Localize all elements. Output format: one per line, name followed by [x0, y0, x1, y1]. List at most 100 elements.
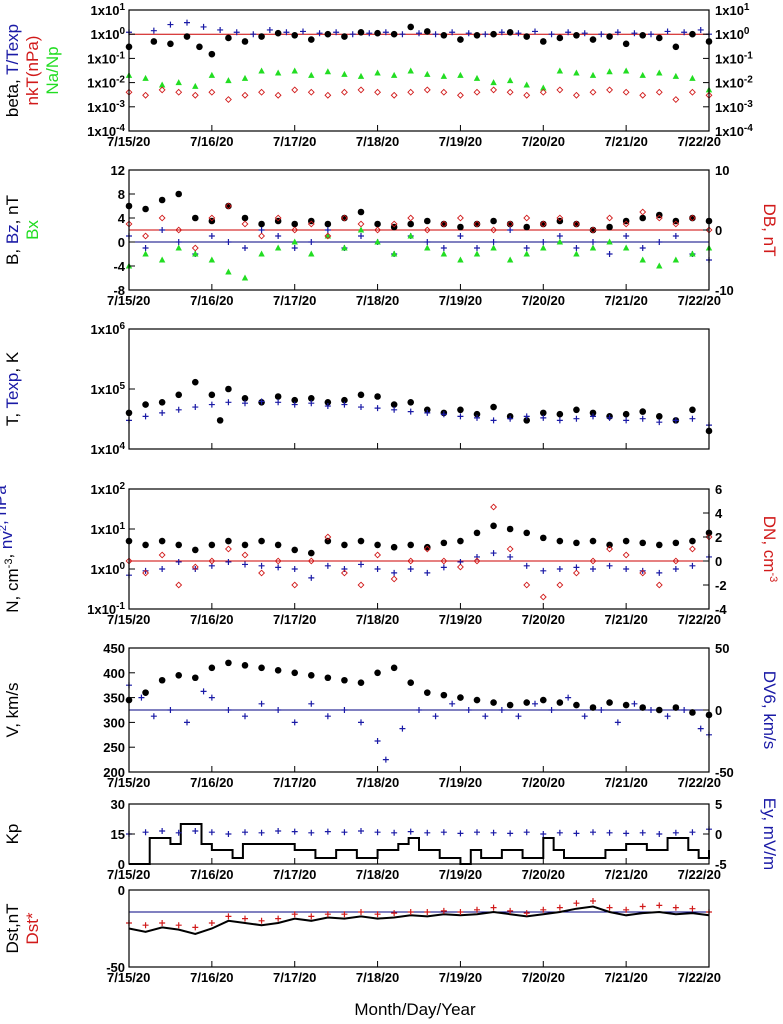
- data-point: [548, 707, 555, 713]
- data-point: [407, 214, 415, 222]
- data-point: [590, 898, 596, 904]
- series-p1-0: [125, 23, 713, 58]
- y-right-tick-label: 0: [715, 223, 722, 238]
- data-point: [340, 88, 348, 96]
- data-point: [515, 30, 522, 37]
- data-point: [465, 30, 472, 37]
- data-point: [374, 541, 381, 549]
- y-right-axis-label: Ey, mV/m: [760, 798, 779, 870]
- data-point: [241, 541, 249, 549]
- data-point: [191, 546, 199, 554]
- data-point: [266, 26, 273, 33]
- data-point: [308, 913, 315, 920]
- x-tick-label: 7/18/20: [356, 612, 399, 627]
- y-right-tick-label: -5: [715, 857, 727, 872]
- panel-p5: 200 250 300 350 400 450 -50 0 50 7/15/20 7/16/20 7/…: [3, 641, 779, 790]
- data-point: [242, 400, 248, 407]
- data-point: [208, 557, 216, 565]
- data-point: [307, 671, 315, 679]
- data-point: [357, 679, 365, 687]
- data-point: [490, 522, 497, 530]
- data-point: [623, 566, 630, 572]
- data-point: [490, 699, 497, 706]
- data-point: [556, 904, 563, 911]
- data-point: [606, 904, 613, 911]
- data-point: [242, 829, 248, 836]
- data-point: [142, 245, 149, 251]
- x-tick-label: 7/15/20: [107, 867, 150, 882]
- y-axis-label: T, Texp, K: [3, 351, 22, 426]
- data-point: [440, 829, 447, 836]
- x-tick-label: 7/22/20: [678, 134, 721, 149]
- x-tick-label: 7/21/20: [604, 134, 647, 149]
- data-point: [324, 227, 331, 233]
- data-point: [656, 902, 663, 909]
- y-tick-label: 300: [103, 715, 125, 730]
- data-point: [374, 29, 381, 37]
- data-point: [324, 562, 331, 569]
- data-point: [390, 30, 398, 38]
- data-point: [242, 561, 248, 568]
- data-point: [390, 71, 398, 78]
- data-point: [589, 537, 597, 545]
- y-tick-label: 1x10-2: [87, 75, 125, 91]
- data-point: [540, 84, 547, 91]
- data-point: [241, 74, 249, 81]
- data-point: [474, 245, 480, 251]
- data-point: [457, 71, 464, 78]
- data-point: [341, 541, 348, 549]
- x-tick-label: 7/21/20: [604, 775, 647, 790]
- data-point: [175, 190, 183, 198]
- y-tick-label: 4: [118, 211, 126, 226]
- data-point: [456, 91, 464, 99]
- data-point: [274, 667, 282, 674]
- x-tick-label: 7/17/20: [273, 867, 316, 882]
- data-point: [258, 562, 265, 569]
- data-point: [191, 214, 199, 222]
- data-point: [291, 226, 299, 234]
- data-point: [192, 566, 199, 572]
- data-point: [357, 537, 365, 545]
- data-point: [490, 217, 497, 225]
- data-point: [655, 88, 663, 96]
- data-point: [523, 529, 531, 537]
- data-point: [672, 233, 679, 239]
- data-point: [407, 541, 415, 549]
- data-point: [507, 553, 514, 560]
- data-point: [324, 403, 331, 410]
- data-point: [589, 71, 597, 78]
- panel-p6: 0 15 30 -5 0 5 7/15/20 7/16/20 7/17/20 7/18/20 7/1…: [3, 797, 779, 882]
- data-point: [656, 262, 663, 269]
- data-point: [540, 567, 547, 574]
- data-point: [274, 214, 282, 222]
- data-point: [358, 909, 364, 915]
- data-point: [623, 830, 630, 837]
- data-point: [374, 88, 382, 96]
- data-point: [407, 408, 414, 415]
- data-point: [656, 69, 663, 76]
- series-p5-0: [125, 659, 713, 719]
- data-point: [184, 719, 190, 726]
- series-p6-0: [129, 823, 710, 865]
- y-axis-label-2: Bx: [23, 220, 42, 240]
- data-point: [208, 391, 216, 399]
- data-point: [432, 713, 439, 720]
- data-point: [672, 220, 680, 228]
- data-point: [416, 30, 422, 37]
- data-point: [540, 244, 547, 251]
- data-point: [656, 831, 663, 837]
- data-point: [498, 707, 505, 713]
- data-point: [158, 214, 166, 222]
- series-p2-2: [125, 226, 713, 281]
- data-point: [423, 689, 431, 696]
- data-point: [175, 541, 183, 549]
- data-point: [341, 566, 348, 572]
- y-right-tick-label: 1x10-3: [715, 99, 753, 115]
- data-point: [506, 701, 514, 709]
- data-point: [689, 406, 696, 414]
- data-point: [357, 220, 365, 228]
- data-point: [224, 545, 232, 553]
- data-point: [142, 91, 150, 99]
- x-tick-label: 7/21/20: [604, 293, 647, 308]
